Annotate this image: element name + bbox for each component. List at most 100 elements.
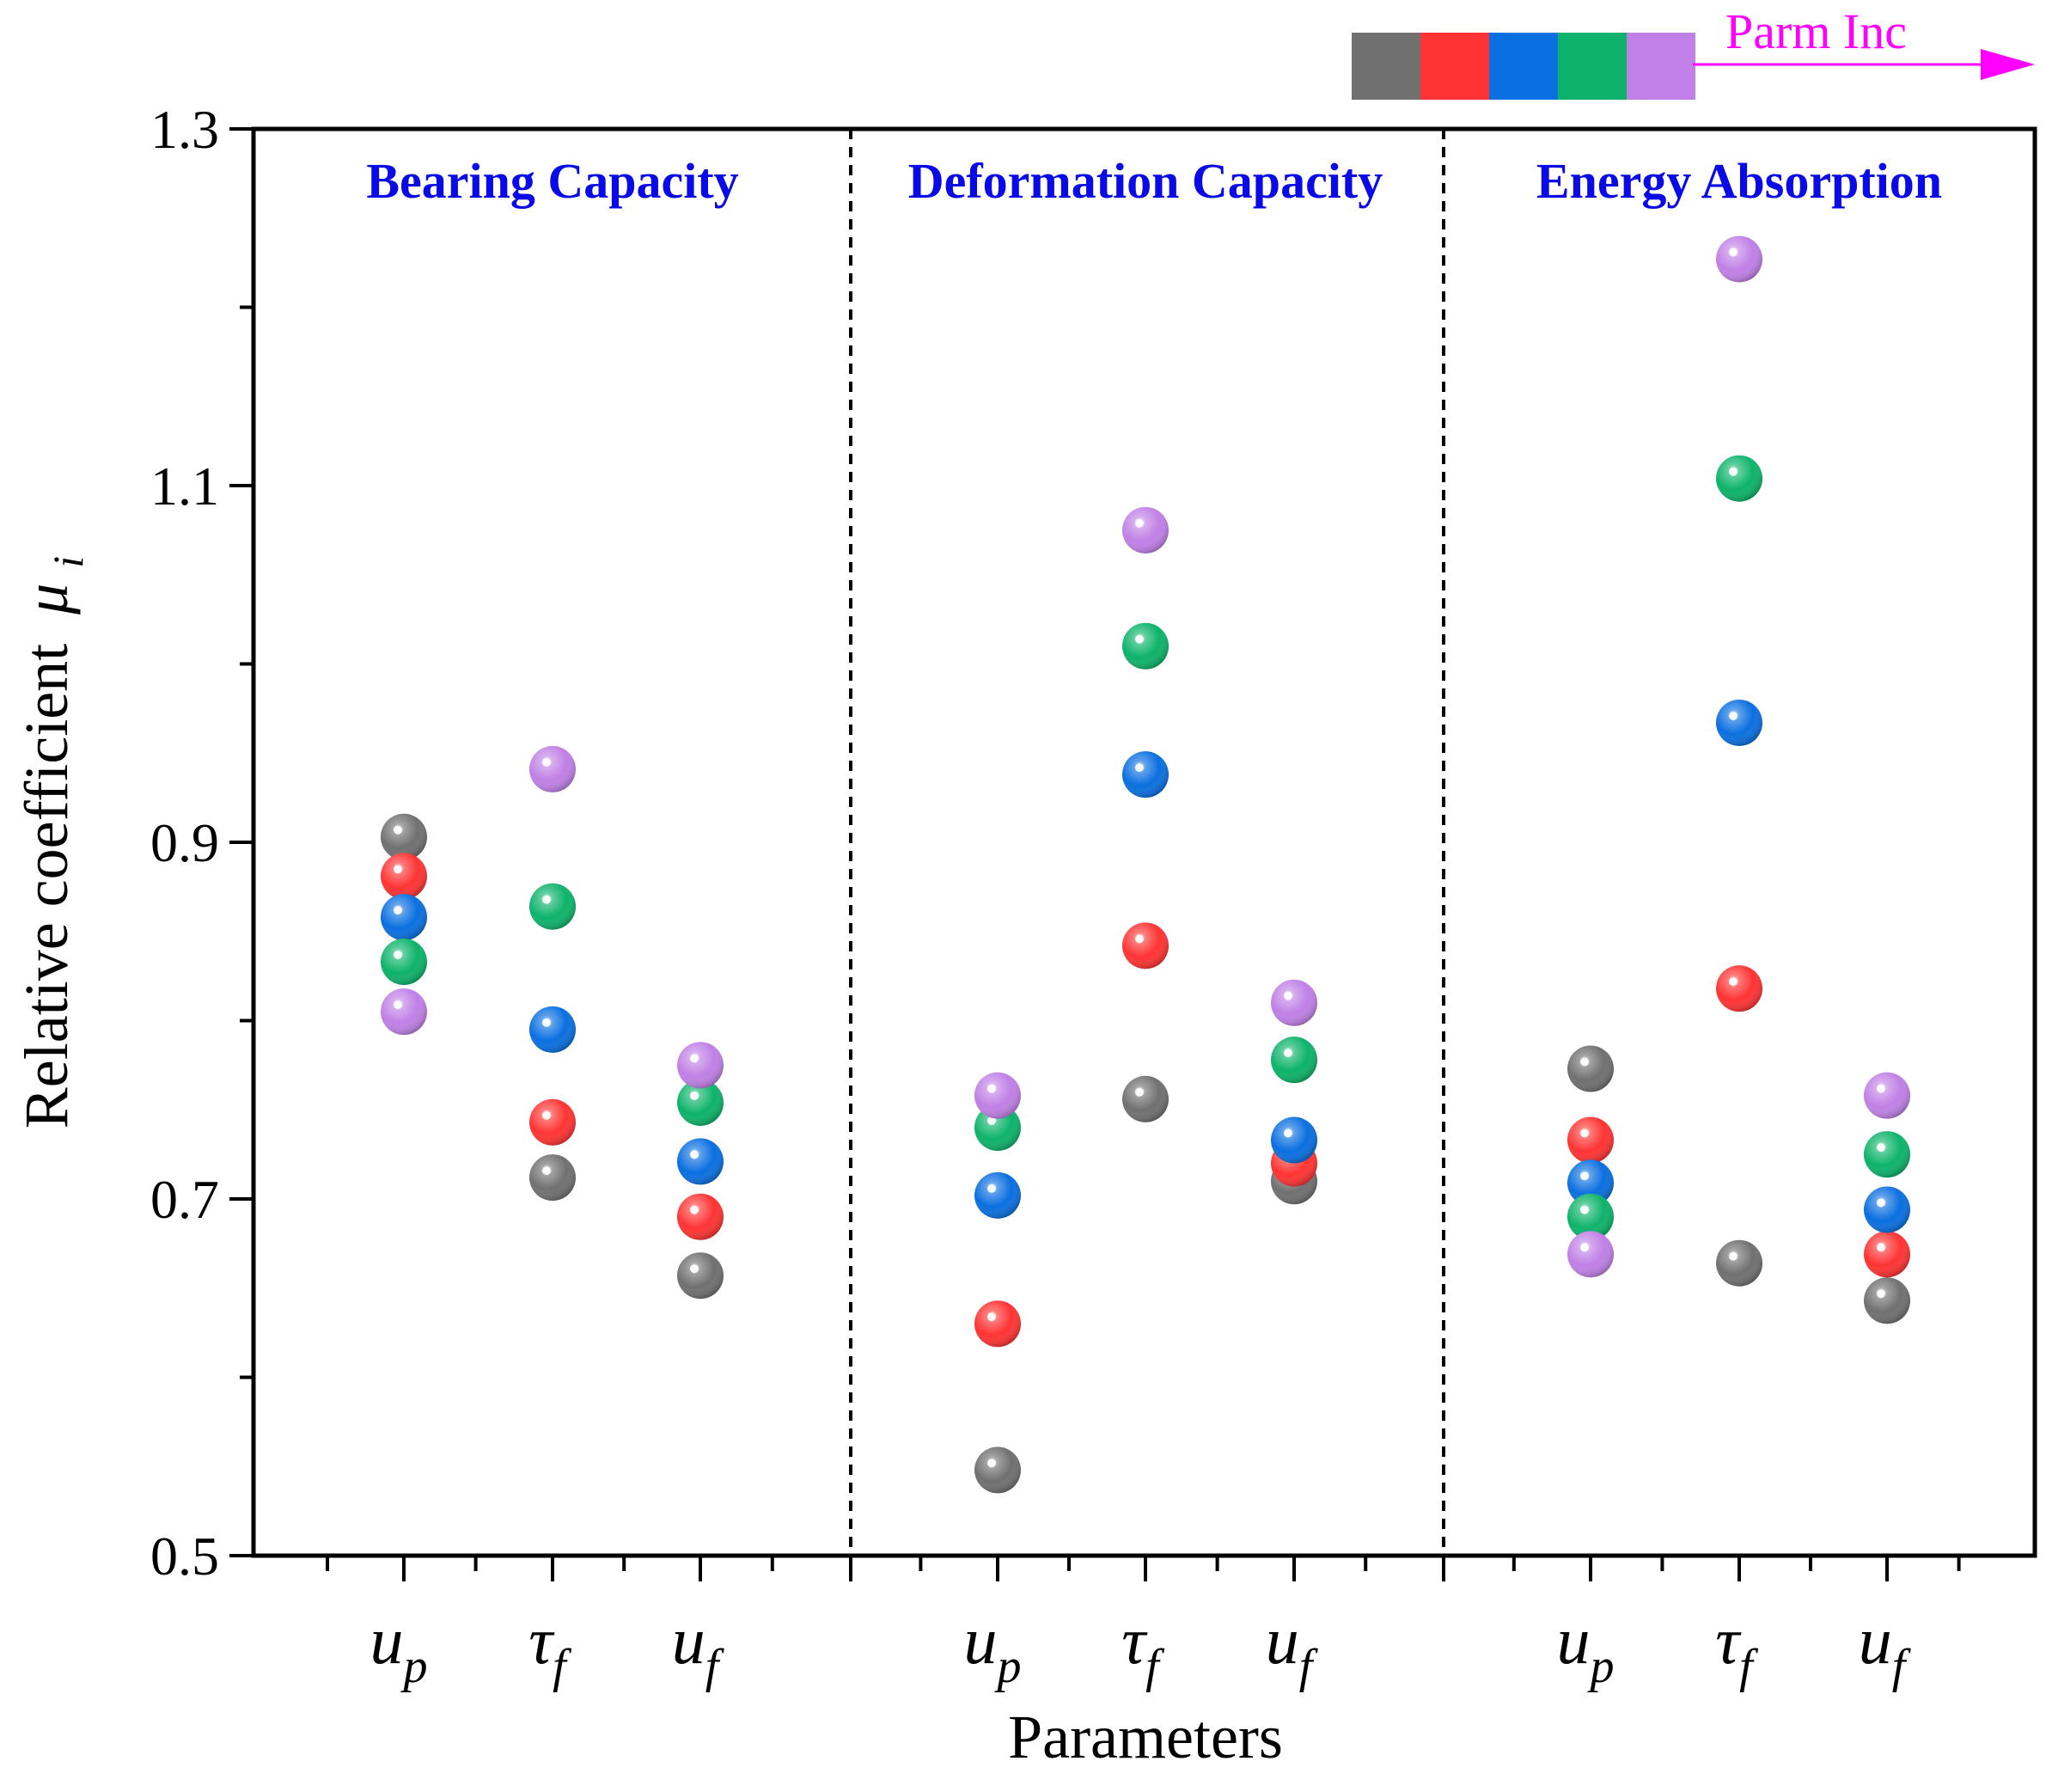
data-point-shine — [1122, 751, 1169, 798]
data-point — [1122, 1075, 1169, 1122]
y-tick-label: 0.7 — [150, 1169, 219, 1230]
x-axis-title: Parameters — [1008, 1703, 1283, 1771]
data-point-shine — [381, 988, 427, 1036]
legend-swatch — [1627, 33, 1695, 100]
data-point — [1567, 1231, 1614, 1278]
y-axis-title-text: Relative coefficient — [12, 644, 81, 1128]
data-point-highlight — [394, 951, 402, 960]
param-label-main: τ — [1121, 1603, 1148, 1678]
y-tick-label: 0.9 — [150, 812, 219, 873]
data-point-shine — [1122, 506, 1169, 554]
data-point — [1122, 622, 1169, 670]
data-point-highlight — [394, 865, 402, 874]
data-point-highlight — [1135, 1087, 1144, 1097]
param-label-main: τ — [1715, 1603, 1742, 1678]
panel-titles: Bearing Capacity Deformation Capacity Ener… — [366, 153, 1942, 209]
legend-swatch — [1558, 33, 1627, 100]
data-point — [1271, 1116, 1317, 1164]
legend-arrow-head — [1981, 49, 2035, 80]
data-point — [529, 1006, 576, 1053]
data-point-shine — [677, 1042, 724, 1089]
data-point-highlight — [690, 1205, 699, 1214]
data-point-highlight — [1580, 1171, 1589, 1181]
x-axis — [326, 1556, 1961, 1581]
param-label: uf — [1266, 1603, 1319, 1693]
param-label-main: u — [370, 1603, 404, 1678]
data-point-shine — [529, 745, 576, 792]
data-point — [529, 1098, 576, 1146]
data-point — [1271, 979, 1317, 1026]
y-tick-label: 1.3 — [150, 99, 219, 160]
param-label: τf — [528, 1603, 572, 1693]
data-point — [677, 1252, 724, 1300]
data-point — [1122, 506, 1169, 554]
param-label: up — [1557, 1603, 1615, 1693]
data-point-shine — [1716, 699, 1762, 746]
data-point-shine — [677, 1079, 724, 1126]
data-point — [1567, 1045, 1614, 1092]
data-point-highlight — [690, 1091, 699, 1100]
data-point — [677, 1193, 724, 1240]
y-axis-title: Relative coefficient μ i — [12, 556, 92, 1128]
data-point-shine — [1271, 1037, 1317, 1084]
data-point-highlight — [1135, 634, 1144, 644]
data-point-shine — [1716, 965, 1762, 1012]
data-point — [677, 1042, 724, 1089]
data-point-shine — [677, 1252, 724, 1300]
param-label-sub: f — [553, 1640, 572, 1693]
data-point-shine — [381, 894, 427, 941]
data-point-highlight — [987, 1183, 996, 1193]
data-point-shine — [1567, 1231, 1614, 1278]
data-point-highlight — [542, 1018, 551, 1027]
data-point-highlight — [690, 1150, 699, 1159]
data-point-highlight — [394, 906, 402, 915]
data-point-shine — [677, 1138, 724, 1185]
data-point — [1716, 455, 1762, 502]
data-point — [1716, 1239, 1762, 1287]
data-point-shine — [1864, 1231, 1910, 1278]
param-label: up — [370, 1603, 428, 1693]
data-point — [1864, 1072, 1910, 1119]
legend-swatch — [1352, 33, 1420, 100]
legend: Parm Inc — [1352, 3, 2035, 100]
y-tick-label: 1.1 — [150, 456, 219, 517]
panel-title: Energy Absorption — [1536, 153, 1942, 209]
param-label-sub: p — [994, 1640, 1022, 1693]
data-point — [1122, 922, 1169, 969]
param-label-sub: f — [1739, 1640, 1759, 1693]
panel-title: Bearing Capacity — [366, 153, 738, 209]
data-point — [974, 1300, 1021, 1348]
data-point — [1864, 1231, 1910, 1278]
legend-swatch — [1489, 33, 1558, 100]
data-point-highlight — [1877, 1289, 1885, 1299]
data-point-highlight — [987, 1459, 996, 1468]
data-point-shine — [974, 1300, 1021, 1348]
data-point — [381, 894, 427, 941]
data-point-shine — [1716, 455, 1762, 502]
param-label: τf — [1121, 1603, 1165, 1693]
data-point-highlight — [1729, 977, 1738, 987]
data-point-shine — [1122, 622, 1169, 670]
data-point — [974, 1446, 1021, 1494]
data-point — [381, 988, 427, 1036]
param-label: up — [964, 1603, 1022, 1693]
param-label-sub: f — [1299, 1640, 1319, 1693]
param-label: uf — [672, 1603, 725, 1693]
data-point — [381, 853, 427, 900]
plot-frame — [251, 126, 2037, 1558]
data-point-shine — [1567, 1193, 1614, 1240]
data-point — [1271, 1037, 1317, 1084]
param-label-sub: f — [1892, 1640, 1912, 1693]
y-tick-label: 0.5 — [150, 1526, 219, 1587]
legend-swatch — [1420, 33, 1489, 100]
data-point-highlight — [1580, 1205, 1589, 1214]
data-point-highlight — [1135, 763, 1144, 773]
param-label-sub: p — [1587, 1640, 1615, 1693]
data-point-shine — [381, 853, 427, 900]
data-point-shine — [974, 1446, 1021, 1494]
data-point-highlight — [1729, 467, 1738, 476]
data-point-shine — [1864, 1072, 1910, 1119]
data-point-highlight — [987, 1116, 996, 1125]
data-point-highlight — [1580, 1128, 1589, 1138]
